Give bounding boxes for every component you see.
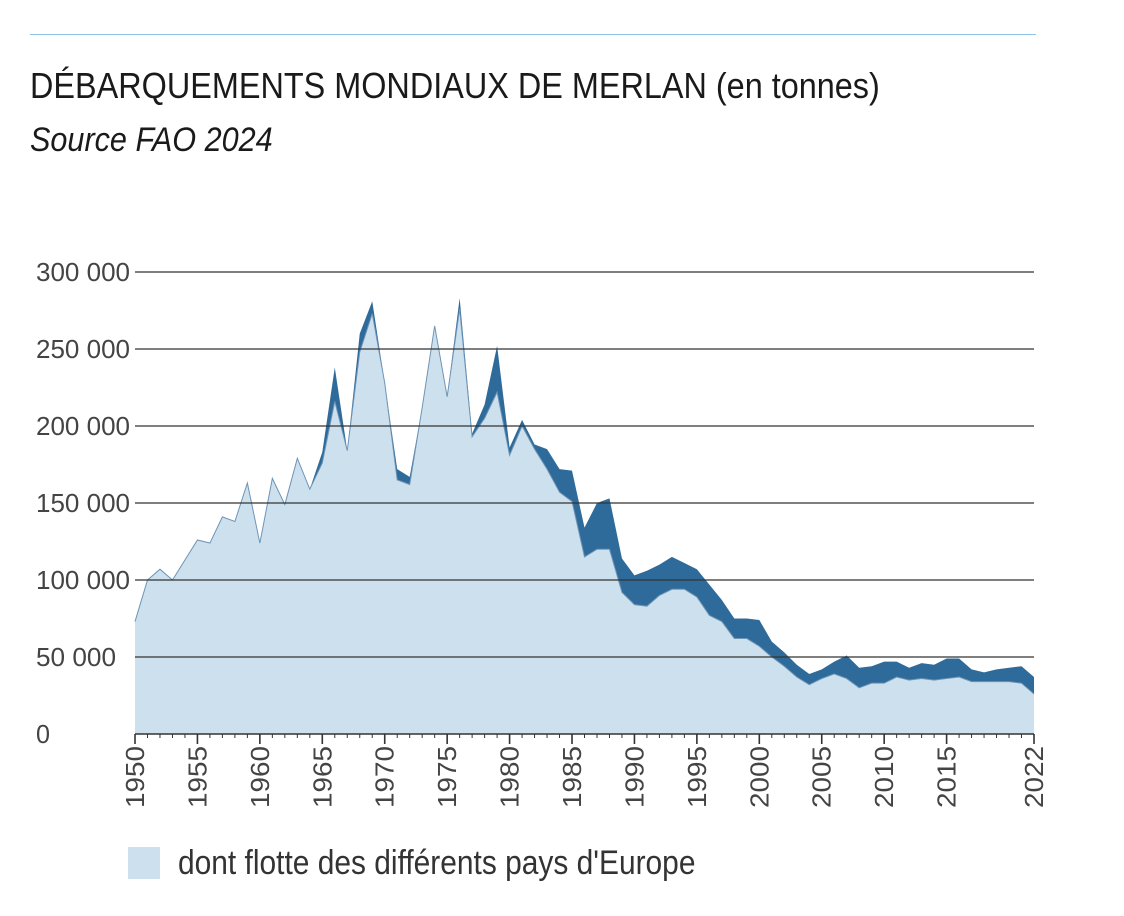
legend: dont flotte des différents pays d'Europe xyxy=(128,840,766,886)
x-tick-label: 2000 xyxy=(744,746,774,808)
series-europe-area xyxy=(135,308,1034,734)
x-tick-label: 2015 xyxy=(932,746,962,808)
y-tick-label: 150 000 xyxy=(36,488,130,518)
top-rule xyxy=(30,34,1036,35)
x-tick-label: 1960 xyxy=(245,746,275,808)
y-axis-labels: 0 50 000 100 000 150 000 200 000 250 000 300 0… xyxy=(36,257,130,749)
y-tick-label: 0 xyxy=(36,719,50,749)
grid-layer xyxy=(135,271,1034,658)
series-europe-line xyxy=(134,308,1035,695)
x-tick-label: 1955 xyxy=(182,746,212,808)
x-tick-label: 2010 xyxy=(869,746,899,808)
x-tick-label: 1965 xyxy=(307,746,337,808)
x-tick-label: 1995 xyxy=(682,746,712,808)
x-tick-label: 2005 xyxy=(807,746,837,808)
y-tick-label: 300 000 xyxy=(36,257,130,287)
x-axis-labels: 1950 1955 1960 1965 1970 1975 1980 1985 1990 1995… xyxy=(120,746,1049,808)
legend-swatch xyxy=(128,847,160,879)
area-layer xyxy=(134,298,1035,734)
y-tick-label: 100 000 xyxy=(36,565,130,595)
y-tick-label: 250 000 xyxy=(36,334,130,364)
y-tick-label: 50 000 xyxy=(36,642,116,672)
x-tick-label: 1980 xyxy=(495,746,525,808)
x-tick-label: 1975 xyxy=(432,746,462,808)
chart-source: Source FAO 2024 xyxy=(30,121,273,159)
x-tick-label: 1985 xyxy=(557,746,587,808)
y-tick-label: 200 000 xyxy=(36,411,130,441)
x-tick-label: 2022 xyxy=(1019,746,1049,808)
x-tick-label: 1970 xyxy=(370,746,400,808)
x-tick-label: 1990 xyxy=(619,746,649,808)
legend-label: dont flotte des différents pays d'Europe xyxy=(178,843,696,882)
chart-title: DÉBARQUEMENTS MONDIAUX DE MERLAN (en ton… xyxy=(30,65,880,106)
x-tick-label: 1950 xyxy=(120,746,150,808)
axis-layer xyxy=(134,733,1035,744)
